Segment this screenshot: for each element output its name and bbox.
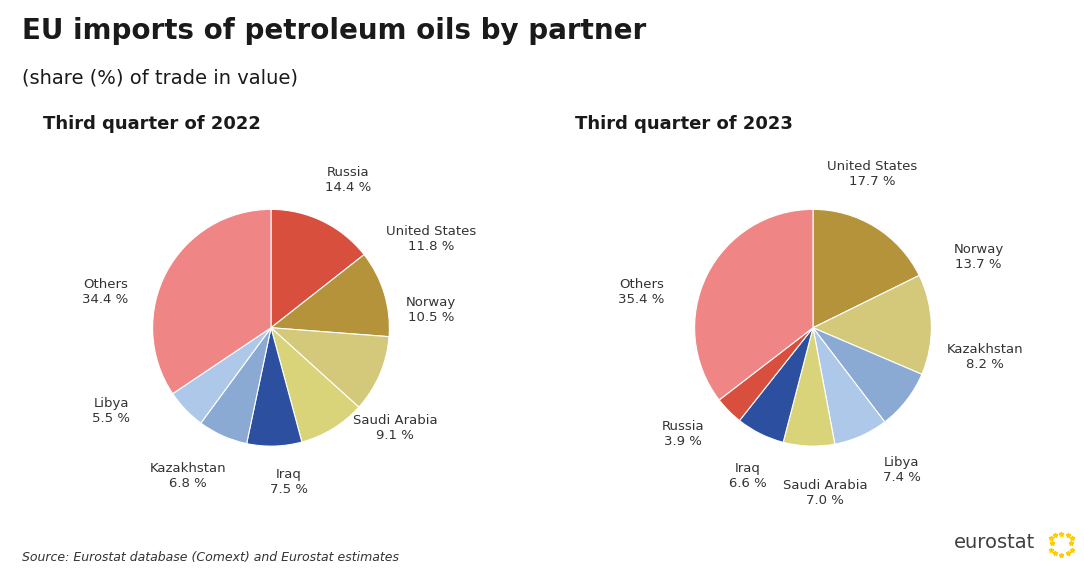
Text: Kazakhstan
6.8 %: Kazakhstan 6.8 % xyxy=(150,462,227,490)
Wedge shape xyxy=(201,328,271,443)
Wedge shape xyxy=(813,209,919,328)
Wedge shape xyxy=(247,328,301,446)
Wedge shape xyxy=(813,328,921,422)
Text: Russia
3.9 %: Russia 3.9 % xyxy=(661,420,705,448)
Text: Iraq
7.5 %: Iraq 7.5 % xyxy=(270,467,308,496)
Wedge shape xyxy=(783,328,835,446)
Wedge shape xyxy=(813,328,885,444)
Wedge shape xyxy=(271,328,389,407)
Text: Libya
5.5 %: Libya 5.5 % xyxy=(92,397,130,424)
Text: Third quarter of 2023: Third quarter of 2023 xyxy=(575,115,792,133)
Text: EU imports of petroleum oils by partner: EU imports of petroleum oils by partner xyxy=(22,17,646,45)
Text: Others
35.4 %: Others 35.4 % xyxy=(618,278,664,306)
Wedge shape xyxy=(739,328,813,442)
Text: United States
11.8 %: United States 11.8 % xyxy=(386,225,476,253)
Wedge shape xyxy=(271,328,359,442)
Text: Norway
10.5 %: Norway 10.5 % xyxy=(405,296,456,324)
Text: Saudi Arabia
9.1 %: Saudi Arabia 9.1 % xyxy=(353,415,438,442)
Wedge shape xyxy=(271,209,364,328)
Text: United States
17.7 %: United States 17.7 % xyxy=(827,160,917,188)
Text: Saudi Arabia
7.0 %: Saudi Arabia 7.0 % xyxy=(783,480,867,508)
Text: Libya
7.4 %: Libya 7.4 % xyxy=(882,456,920,484)
Text: eurostat: eurostat xyxy=(954,533,1035,552)
Wedge shape xyxy=(719,328,813,420)
Wedge shape xyxy=(695,209,813,400)
Wedge shape xyxy=(153,209,271,394)
Wedge shape xyxy=(172,328,271,423)
Text: Norway
13.7 %: Norway 13.7 % xyxy=(954,243,1004,271)
Wedge shape xyxy=(813,275,931,374)
Text: Iraq
6.6 %: Iraq 6.6 % xyxy=(730,462,766,490)
Text: (share (%) of trade in value): (share (%) of trade in value) xyxy=(22,69,298,88)
Text: Russia
14.4 %: Russia 14.4 % xyxy=(325,166,371,194)
Text: Others
34.4 %: Others 34.4 % xyxy=(82,278,128,306)
Wedge shape xyxy=(271,255,389,337)
Text: Source: Eurostat database (Comext) and Eurostat estimates: Source: Eurostat database (Comext) and E… xyxy=(22,550,399,564)
Text: Kazakhstan
8.2 %: Kazakhstan 8.2 % xyxy=(946,343,1023,371)
Text: Third quarter of 2022: Third quarter of 2022 xyxy=(43,115,261,133)
